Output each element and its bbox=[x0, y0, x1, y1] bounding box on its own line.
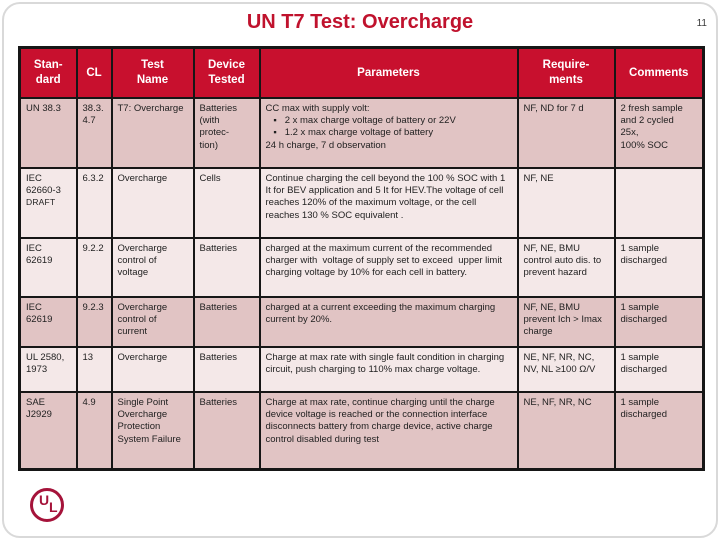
cell-standard: IEC 62619 bbox=[18, 236, 78, 298]
cell-parameters: charged at a current exceeding the maxim… bbox=[258, 295, 519, 348]
cell-comments bbox=[613, 166, 705, 239]
col-header-requirements: Require- ments bbox=[516, 46, 616, 99]
standard-id: IEC 62619 bbox=[26, 242, 53, 266]
cell-comments: 1 sample discharged bbox=[613, 345, 705, 393]
table-row: IEC 62619 9.2.3 Overcharge control of cu… bbox=[18, 295, 705, 348]
cell-device-tested: Batteries (with protec- tion) bbox=[192, 96, 261, 169]
cell-comments: 2 fresh sample and 2 cycled 25x, 100% SO… bbox=[613, 96, 705, 169]
cell-standard: IEC 62660-3 DRAFT bbox=[18, 166, 78, 239]
cell-cl: 9.2.3 bbox=[75, 295, 113, 348]
table-row: IEC 62660-3 DRAFT 6.3.2 Overcharge Cells … bbox=[18, 166, 705, 239]
table-row: SAE J2929 4.9 Single Point Overcharge Pr… bbox=[18, 390, 705, 471]
cell-requirements: NF, NE bbox=[516, 166, 616, 239]
cell-parameters: charged at the maximum current of the re… bbox=[258, 236, 519, 298]
cell-parameters: CC max with supply volt: ▪ 2 x max charg… bbox=[258, 96, 519, 169]
cell-parameters: Continue charging the cell beyond the 10… bbox=[258, 166, 519, 239]
col-header-test-name: Test Name bbox=[110, 46, 195, 99]
cell-requirements: NF, NE, BMU control auto dis. to prevent… bbox=[516, 236, 616, 298]
col-header-comments: Comments bbox=[613, 46, 705, 99]
cell-test-name: Overcharge control of current bbox=[110, 295, 195, 348]
cell-parameters: Charge at max rate with single fault con… bbox=[258, 345, 519, 393]
cell-cl: 13 bbox=[75, 345, 113, 393]
standard-id: IEC 62619 bbox=[26, 301, 53, 325]
table-header-row: Stan- dard CL Test Name Device Tested Pa… bbox=[18, 46, 705, 99]
cell-requirements: NF, NE, BMU prevent Ich > Imax charge bbox=[516, 295, 616, 348]
cell-cl: 9.2.2 bbox=[75, 236, 113, 298]
cell-standard: IEC 62619 bbox=[18, 295, 78, 348]
standard-id: IEC 62660-3 bbox=[26, 172, 61, 196]
cell-requirements: NE, NF, NR, NC bbox=[516, 390, 616, 471]
col-header-cl: CL bbox=[75, 46, 113, 99]
cell-requirements: NF, ND for 7 d bbox=[516, 96, 616, 169]
standards-table: Stan- dard CL Test Name Device Tested Pa… bbox=[18, 46, 705, 471]
ul-logo: U L bbox=[30, 488, 64, 522]
col-header-standard: Stan- dard bbox=[18, 46, 78, 99]
standard-note: DRAFT bbox=[26, 197, 56, 208]
cell-standard: SAE J2929 bbox=[18, 390, 78, 471]
cell-parameters: Charge at max rate, continue charging un… bbox=[258, 390, 519, 471]
cell-device-tested: Batteries bbox=[192, 390, 261, 471]
cell-cl: 4.9 bbox=[75, 390, 113, 471]
col-header-device-tested: Device Tested bbox=[192, 46, 261, 99]
cell-device-tested: Cells bbox=[192, 166, 261, 239]
standard-id: UL 2580, 1973 bbox=[26, 351, 67, 375]
ul-logo-letter-u: U bbox=[39, 492, 50, 508]
cell-comments: 1 sample discharged bbox=[613, 295, 705, 348]
col-header-parameters: Parameters bbox=[258, 46, 519, 99]
cell-cl: 6.3.2 bbox=[75, 166, 113, 239]
ul-logo-letter-l: L bbox=[49, 499, 58, 515]
cell-device-tested: Batteries bbox=[192, 345, 261, 393]
cell-comments: 1 sample discharged bbox=[613, 390, 705, 471]
cell-comments: 1 sample discharged bbox=[613, 236, 705, 298]
standard-id: SAE J2929 bbox=[26, 396, 52, 420]
cell-cl: 38.3.4.7 bbox=[75, 96, 113, 169]
cell-test-name: Overcharge bbox=[110, 166, 195, 239]
table-row: IEC 62619 9.2.2 Overcharge control of vo… bbox=[18, 236, 705, 298]
cell-standard: UL 2580, 1973 bbox=[18, 345, 78, 393]
cell-test-name: T7: Overcharge bbox=[110, 96, 195, 169]
page-title: UN T7 Test: Overcharge bbox=[246, 11, 474, 33]
cell-device-tested: Batteries bbox=[192, 236, 261, 298]
cell-test-name: Overcharge bbox=[110, 345, 195, 393]
cell-requirements: NE, NF, NR, NC, NV, NL ≥100 Ω/V bbox=[516, 345, 616, 393]
page-number: 11 bbox=[696, 18, 707, 29]
cell-test-name: Single Point Overcharge Protection Syste… bbox=[110, 390, 195, 471]
standard-id: UN 38.3 bbox=[26, 102, 61, 114]
cell-device-tested: Batteries bbox=[192, 295, 261, 348]
table-row: UN 38.3 38.3.4.7 T7: Overcharge Batterie… bbox=[18, 96, 705, 169]
cell-test-name: Overcharge control of voltage bbox=[110, 236, 195, 298]
table-row: UL 2580, 1973 13 Overcharge Batteries Ch… bbox=[18, 345, 705, 393]
cell-standard: UN 38.3 bbox=[18, 96, 78, 169]
